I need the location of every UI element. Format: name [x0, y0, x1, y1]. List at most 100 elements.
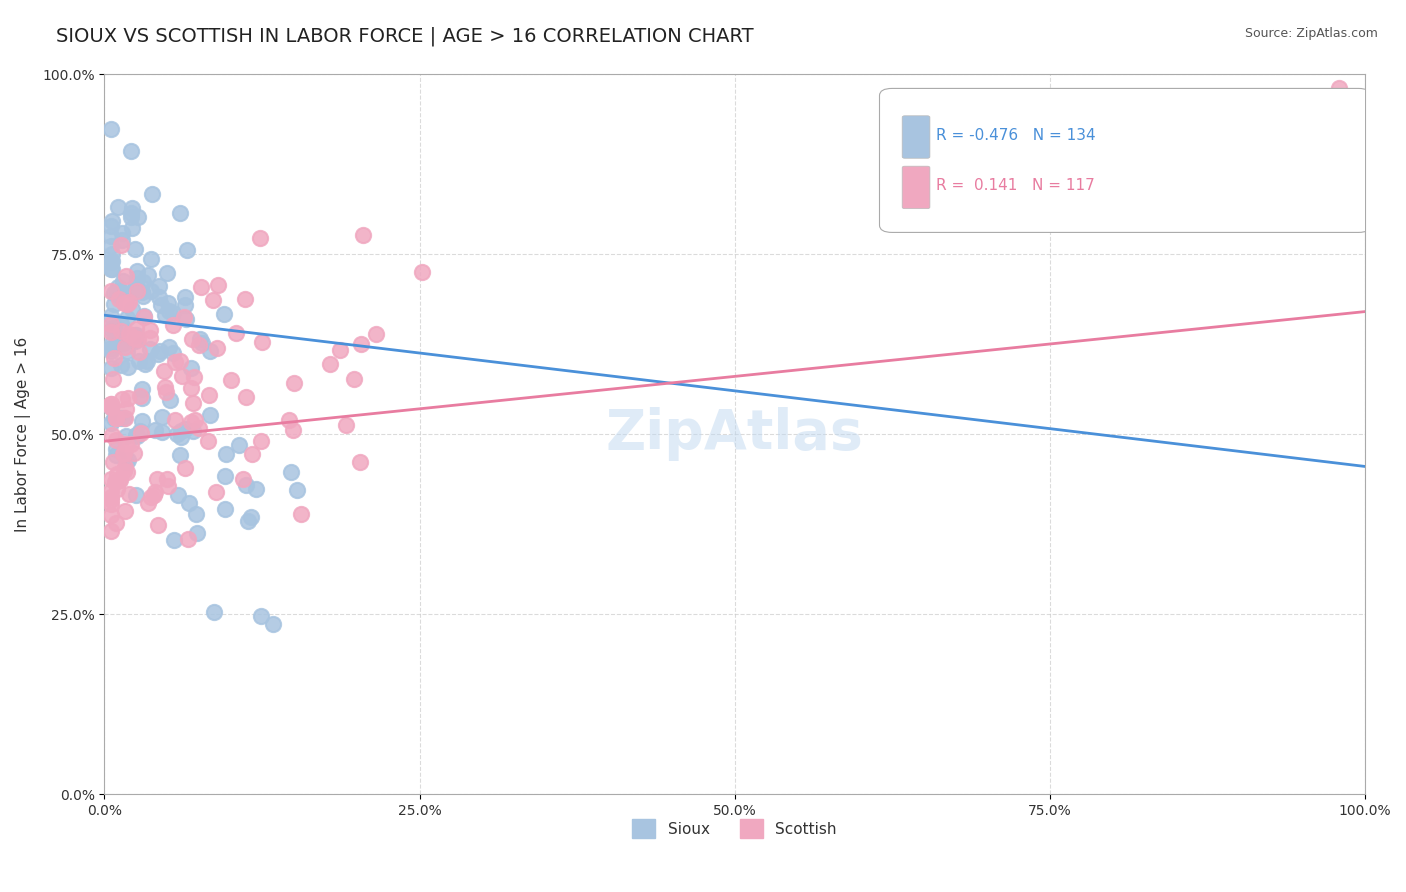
Point [181, 395, 204, 409]
Point [117, 334, 139, 348]
Point [110, 284, 132, 298]
Point [148, 347, 170, 361]
Point [149, 343, 172, 358]
Point [207, 278, 229, 293]
Point [139, 252, 162, 267]
Point [105, 483, 128, 497]
Point [100, 490, 122, 504]
Point [249, 231, 271, 245]
Point [136, 496, 159, 510]
Point [122, 446, 145, 460]
Point [107, 280, 129, 294]
Legend: Sioux, Scottish: Sioux, Scottish [626, 814, 842, 844]
Point [110, 411, 132, 425]
Point [100, 524, 122, 538]
Point [103, 351, 125, 365]
Point [101, 428, 124, 442]
Point [121, 334, 143, 348]
Point [280, 465, 302, 479]
Point [111, 227, 134, 241]
Point [278, 413, 301, 427]
Point [107, 334, 129, 349]
Point [167, 488, 190, 502]
Point [100, 262, 122, 277]
Point [105, 410, 128, 425]
Point [157, 304, 180, 318]
Point [125, 264, 148, 278]
Point [343, 371, 366, 385]
Point [108, 473, 131, 487]
Point [112, 332, 135, 346]
Point [114, 411, 136, 425]
Point [162, 345, 184, 359]
Point [170, 424, 193, 438]
Point [173, 297, 195, 311]
Point [118, 487, 141, 501]
Point [117, 453, 139, 467]
Point [186, 507, 208, 521]
Point [134, 357, 156, 371]
Point [131, 285, 153, 300]
Point [100, 400, 122, 414]
Point [250, 434, 273, 448]
Point [100, 483, 122, 498]
Point [100, 253, 122, 268]
Point [163, 413, 186, 427]
Point [198, 387, 221, 401]
Point [236, 514, 259, 528]
Point [132, 310, 155, 325]
Point [120, 210, 142, 224]
Point [100, 219, 122, 234]
Point [103, 411, 125, 425]
Point [121, 201, 143, 215]
Point [125, 322, 148, 336]
Point [104, 433, 127, 447]
Point [114, 460, 136, 475]
Point [214, 446, 236, 460]
Point [173, 310, 195, 325]
Point [125, 284, 148, 298]
Point [157, 296, 180, 310]
Point [100, 343, 122, 358]
Point [197, 434, 219, 448]
Point [110, 233, 132, 247]
Point [121, 144, 143, 158]
Point [105, 411, 128, 425]
Point [153, 308, 176, 322]
Point [156, 266, 179, 280]
Point [150, 409, 173, 424]
Point [101, 247, 124, 261]
Point [166, 427, 188, 442]
Point [121, 221, 143, 235]
FancyBboxPatch shape [903, 116, 929, 158]
Point [159, 393, 181, 408]
Point [100, 239, 122, 253]
Point [204, 605, 226, 619]
Point [110, 325, 132, 339]
Point [205, 485, 228, 500]
Point [1329, 81, 1351, 95]
Point [148, 290, 170, 304]
Point [131, 382, 153, 396]
Point [411, 265, 433, 279]
Point [219, 373, 242, 387]
Point [112, 464, 135, 478]
Point [186, 526, 208, 541]
Point [110, 238, 132, 252]
Point [177, 532, 200, 546]
Point [121, 301, 143, 316]
Point [139, 490, 162, 504]
Point [285, 483, 308, 497]
Point [100, 493, 122, 508]
Point [156, 472, 179, 486]
Point [132, 275, 155, 289]
Point [132, 288, 155, 302]
Point [150, 425, 173, 439]
Point [240, 447, 263, 461]
Point [188, 332, 211, 346]
Point [148, 517, 170, 532]
Point [112, 335, 135, 350]
Point [115, 311, 138, 326]
Point [153, 379, 176, 393]
Point [110, 474, 132, 488]
